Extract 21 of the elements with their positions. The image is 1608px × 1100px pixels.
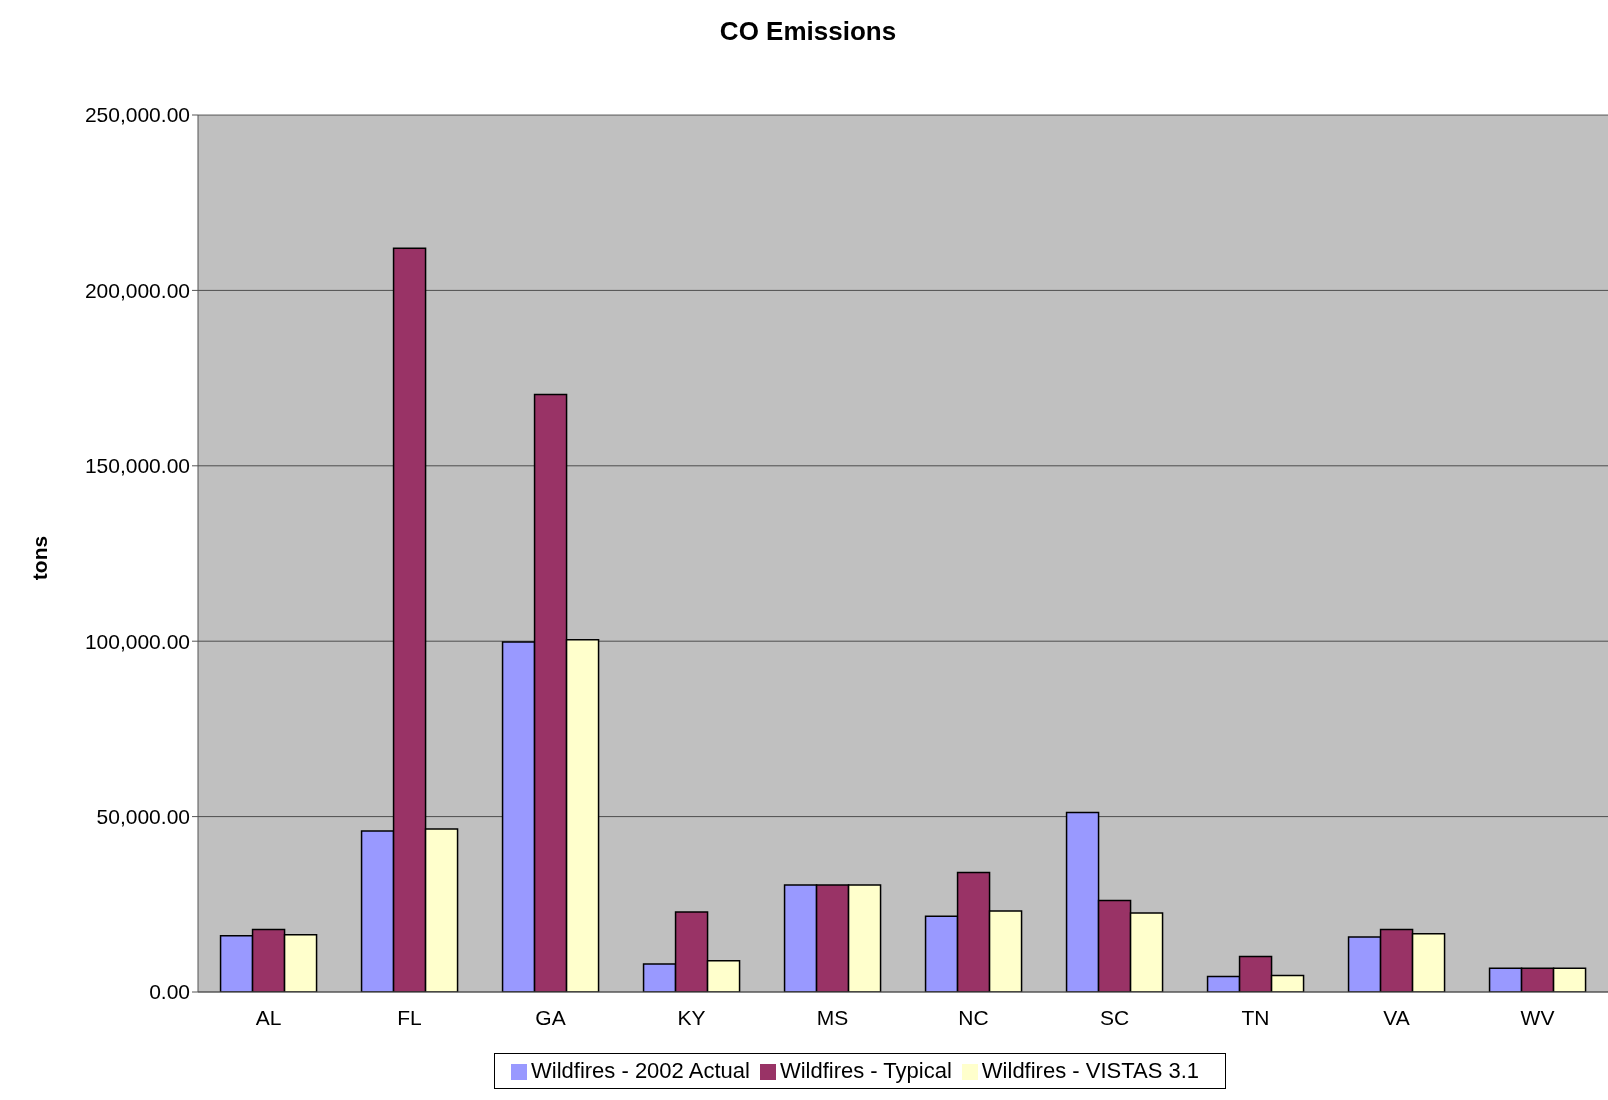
- legend-label: Wildfires - VISTAS 3.1: [981, 1058, 1200, 1083]
- chart-title: CO Emissions: [718, 16, 898, 47]
- y-tick-label: 100,000.00: [84, 629, 190, 653]
- x-tick-label: TN: [1241, 1005, 1270, 1029]
- x-tick-label: GA: [535, 1005, 566, 1029]
- y-tick-label: 0.00: [149, 980, 190, 1004]
- y-tick-label: 150,000.00: [84, 454, 190, 478]
- x-tick-label: FL: [397, 1005, 422, 1029]
- y-tick-label: 200,000.00: [84, 278, 190, 302]
- x-tick-label: SC: [1099, 1005, 1130, 1029]
- x-tick-label: KY: [677, 1005, 706, 1029]
- y-tick-label: 250,000.00: [84, 103, 190, 127]
- x-tick-label: MS: [816, 1005, 849, 1029]
- x-tick-label: AL: [255, 1005, 282, 1029]
- x-tick-label: WV: [1520, 1005, 1555, 1029]
- y-tick-label: 50,000.00: [96, 805, 190, 829]
- y-axis-title: tons: [28, 535, 53, 581]
- legend-label: Wildfires - 2002 Actual: [531, 1058, 750, 1083]
- x-tick-label: NC: [958, 1005, 989, 1029]
- legend-label: Wildfires - Typical: [779, 1058, 952, 1083]
- x-tick-label: VA: [1383, 1005, 1410, 1029]
